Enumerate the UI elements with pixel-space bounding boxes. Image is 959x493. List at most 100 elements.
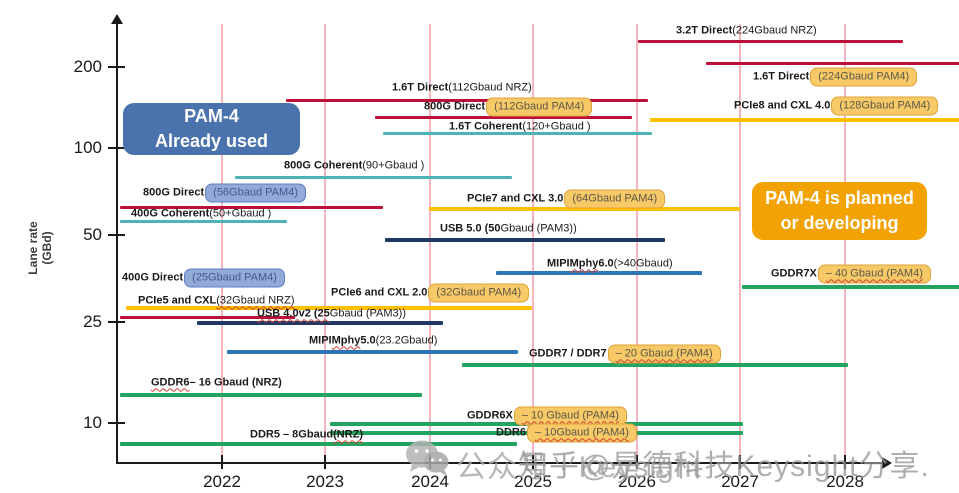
bar-pcie5-cxl-label: PCIe5 and CXL (32Gbaud NRZ) xyxy=(138,295,295,308)
callout-pam4-already-used: PAM-4 Already used xyxy=(123,103,300,155)
x-axis-arrow-icon xyxy=(882,457,892,469)
bar-800g-coherent-label-seg-1: (90+Gbaud ) xyxy=(362,159,425,172)
bar-gddr6x-label: GDDR6X – 10 Gbaud (PAM4) xyxy=(467,406,627,426)
bar-pcie8-cxl-4-0-label-seg-0: PCIe8 and CXL 4.0 xyxy=(734,99,831,112)
x-tick-label-2022: 2022 xyxy=(203,472,241,491)
bar-gddr6x-label-seg-0: GDDR6X xyxy=(467,409,513,422)
bar-400g-direct-25-label-seg-1: (25Gbaud PAM4) xyxy=(184,268,285,288)
bar-mipi-mphy-6-0-label: MIPI Mphy 6.0 (>40Gbaud) xyxy=(547,258,673,271)
callout-pam4-already-used-line2: Already used xyxy=(154,131,269,151)
bar-mipi-mphy-6-0-label-seg-2: 6.0 xyxy=(598,257,614,270)
bar-mipi-mphy-5-0-label: MIPI Mphy 5.0 (23.2Gbaud) xyxy=(309,335,437,348)
y-tick-label-10: 10 xyxy=(83,413,102,432)
bar-400g-coherent-label: 400G Coherent (50+Gbaud ) xyxy=(131,208,271,221)
wechat-icon xyxy=(406,440,449,476)
bar-mipi-mphy-6-0-line xyxy=(496,271,702,275)
bar-3-2t-direct-label-seg-0: 3.2T Direct xyxy=(676,24,733,37)
bar-3-2t-direct-label: 3.2T Direct (224Gbaud NRZ) xyxy=(676,25,817,38)
bar-800g-coherent-label-seg-0: 800G Coherent xyxy=(284,159,363,172)
bar-800g-direct-56-label-seg-0: 800G Direct xyxy=(143,186,205,199)
bar-ddr5-label: DDR5 – 8Gbaud (NRZ) xyxy=(250,429,363,442)
bar-gddr7-ddr7-line xyxy=(462,363,848,367)
x-tick-label-2024: 2024 xyxy=(411,472,449,491)
bar-pcie5-cxl-label-seg-1: (32Gbaud NRZ) xyxy=(216,294,295,307)
bar-usb-4-0v2-label: USB 4.0v2 (25 Gbaud (PAM3)) xyxy=(257,308,406,321)
y-axis-title-line2: (GBd) xyxy=(40,231,54,265)
bar-gddr6-line xyxy=(120,393,422,397)
y-tick-label-100: 100 xyxy=(73,138,102,157)
bar-usb-5-0-line xyxy=(385,238,665,242)
bar-mipi-mphy-5-0-label-seg-0: MIPI xyxy=(309,334,332,347)
bar-1-6t-direct-pam4-label-seg-1: (224Gbaud PAM4) xyxy=(810,67,918,87)
bar-usb-5-0-label-seg-1: Gbaud (PAM3)) xyxy=(500,222,577,235)
bar-ddr5-line xyxy=(120,442,517,446)
bar-mipi-mphy-5-0-label-seg-2: 5.0 xyxy=(360,334,376,347)
bar-pcie8-cxl-4-0-line xyxy=(650,118,959,122)
bar-mipi-mphy-6-0-label-seg-1: Mphy xyxy=(569,257,599,270)
bar-400g-coherent-label-seg-1: (50+Gbaud ) xyxy=(209,207,272,220)
bar-1-6t-coherent-label: 1.6T Coherent (120+Gbaud ) xyxy=(449,121,591,134)
bar-gddr6x-label-seg-1: – 10 Gbaud (PAM4) xyxy=(513,406,627,426)
bar-mipi-mphy-5-0-label-seg-3: (23.2Gbaud) xyxy=(375,334,438,347)
bar-pcie7-cxl-3-0-label-seg-1: (64Gbaud PAM4) xyxy=(564,189,666,209)
bar-800g-coherent-line xyxy=(235,175,512,179)
bar-800g-coherent-label: 800G Coherent (90+Gbaud ) xyxy=(284,160,424,173)
bar-1-6t-coherent-label-seg-1: (120+Gbaud ) xyxy=(522,120,591,133)
year-gridline-2027 xyxy=(739,24,741,456)
x-tick-label-2023: 2023 xyxy=(306,472,344,491)
bar-pcie6-cxl-2-0-label-seg-0: PCIe6 and CXL 2.0 xyxy=(331,286,428,299)
bar-1-6t-direct-nrz-label-seg-0: 1.6T Direct xyxy=(392,81,449,94)
y-axis-title-line1: Lane rate xyxy=(26,221,40,275)
bar-400g-direct-25-label: 400G Direct (25Gbaud PAM4) xyxy=(122,268,285,288)
bar-gddr7x-label: GDDR7X – 40 Gbaud (PAM4) xyxy=(771,264,931,284)
bar-1-6t-direct-pam4-label: 1.6T Direct (224Gbaud PAM4) xyxy=(753,67,918,87)
bar-gddr6-label: GDDR6 – 16 Gbaud (NRZ) xyxy=(151,377,282,390)
x-axis-line xyxy=(116,462,884,464)
bar-pcie7-cxl-3-0-line xyxy=(429,207,740,211)
x-tick-label-2025: 2025 xyxy=(514,472,552,491)
bar-usb-5-0-label-seg-0: USB 5.0 (50 xyxy=(440,222,501,235)
bar-ddr5-label-seg-0: DDR5 – 8Gbaud xyxy=(250,428,334,441)
bar-800g-direct-pam4-line xyxy=(375,115,632,119)
bar-pcie6-cxl-2-0-label-seg-1: (32Gbaud PAM4) xyxy=(428,283,530,303)
y-axis-line xyxy=(116,24,118,463)
x-tick-label-2027: 2027 xyxy=(721,472,759,491)
year-gridline-2023 xyxy=(324,24,326,456)
bar-mipi-mphy-5-0-line xyxy=(227,350,518,354)
bar-pcie5-cxl-label-seg-0: PCIe5 and CXL xyxy=(138,294,217,307)
y-tick-label-50: 50 xyxy=(83,225,102,244)
bar-400g-coherent-label-seg-0: 400G Coherent xyxy=(131,207,210,220)
year-gridline-2022 xyxy=(221,24,223,456)
bar-3-2t-direct-label-seg-1: (224Gbaud NRZ) xyxy=(732,24,817,37)
bar-3-2t-direct-line xyxy=(638,39,903,43)
bar-usb-4-0v2-line xyxy=(197,321,443,325)
bar-800g-direct-56-line xyxy=(120,205,383,209)
bar-mipi-mphy-5-0-label-seg-1: Mphy xyxy=(331,334,361,347)
bar-gddr7-ddr7-label: GDDR7 / DDR7 – 20 Gbaud (PAM4) xyxy=(529,344,721,364)
year-gridline-2028 xyxy=(844,24,846,456)
bar-pcie7-cxl-3-0-label: PCIe7 and CXL 3.0 (64Gbaud PAM4) xyxy=(467,189,666,209)
bar-gddr6-label-seg-0: GDDR6 xyxy=(151,376,190,389)
bar-400g-coherent-line xyxy=(120,219,287,223)
y-tick-label-25: 25 xyxy=(83,312,102,331)
bar-1-6t-coherent-line xyxy=(383,131,652,135)
bar-800g-direct-pam4-label: 800G Direct (112Gbaud PAM4) xyxy=(424,97,593,117)
bar-gddr6-label-seg-1: – 16 Gbaud (NRZ) xyxy=(189,376,282,389)
bar-gddr7-ddr7-label-seg-0: GDDR7 / DDR7 xyxy=(529,347,607,360)
bar-usb-4-0v2-label-seg-1: Gbaud (PAM3)) xyxy=(329,307,406,320)
bar-pcie8-cxl-4-0-label: PCIe8 and CXL 4.0 (128Gbaud PAM4) xyxy=(734,96,939,116)
bar-1-6t-coherent-label-seg-0: 1.6T Coherent xyxy=(449,120,523,133)
bar-ddr6-label-seg-0: DDR6 xyxy=(496,426,526,439)
watermark-zhihu-text: 知乎@是德科技Keysight分享. xyxy=(518,450,930,483)
bar-gddr7x-line xyxy=(742,285,959,289)
bar-1-6t-direct-pam4-line xyxy=(706,61,959,65)
bar-800g-direct-pam4-label-seg-1: (112Gbaud PAM4) xyxy=(486,97,593,117)
bar-usb-5-0-label: USB 5.0 (50 Gbaud (PAM3)) xyxy=(440,223,577,236)
bar-1-6t-direct-nrz-line xyxy=(286,98,648,102)
bar-ddr5-label-seg-1: (NRZ) xyxy=(333,428,364,441)
bar-1-6t-direct-nrz-label-seg-1: (112Gbaud NRZ) xyxy=(448,81,532,94)
bar-pcie8-cxl-4-0-label-seg-1: (128Gbaud PAM4) xyxy=(831,96,939,116)
x-tick-label-2028: 2028 xyxy=(826,472,864,491)
bar-pcie6-cxl-2-0-label: PCIe6 and CXL 2.0 (32Gbaud PAM4) xyxy=(331,283,530,303)
